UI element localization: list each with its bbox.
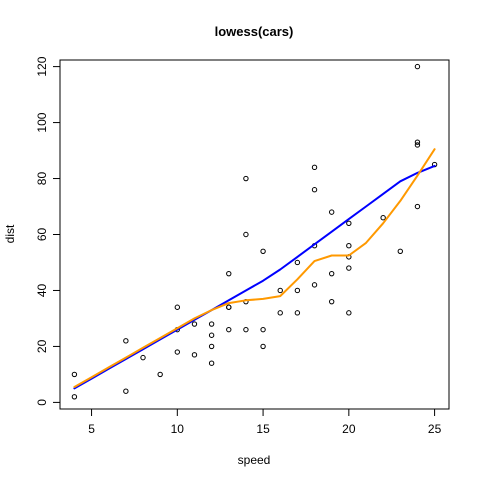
data-point (346, 220, 352, 227)
data-point (208, 360, 215, 366)
data-point (260, 343, 266, 350)
data-point (414, 203, 421, 210)
data-point (208, 343, 215, 350)
data-point (346, 242, 352, 249)
x-axis-label: speed (238, 453, 271, 467)
data-point (397, 248, 403, 254)
y-tick-label: 40 (35, 283, 49, 297)
data-point (157, 371, 163, 378)
scatter-points (71, 63, 438, 400)
data-point (346, 310, 352, 316)
data-point (71, 394, 78, 400)
data-point (71, 371, 78, 378)
y-tick-label: 100 (35, 112, 49, 132)
data-point (294, 259, 301, 266)
series-line-2 (73, 148, 436, 388)
data-point (414, 63, 421, 70)
data-point (311, 164, 318, 171)
series-line-1 (73, 164, 436, 390)
plot-frame (59, 59, 450, 410)
data-point (277, 310, 283, 316)
data-point (174, 304, 181, 310)
data-point (294, 310, 301, 316)
data-point (328, 270, 335, 277)
lowess-lines (73, 148, 436, 390)
data-point (311, 187, 318, 193)
data-point (174, 349, 181, 355)
y-axis: 0 20 40 60 80 100 120 (35, 56, 60, 406)
x-axis: 5 10 15 20 25 (88, 409, 442, 436)
data-point (260, 326, 266, 333)
data-point (346, 265, 352, 271)
data-point (328, 209, 335, 215)
y-axis-label: dist (3, 224, 17, 243)
data-point (328, 298, 335, 305)
x-tick-label: 5 (88, 422, 95, 436)
data-point (260, 248, 266, 254)
data-point (294, 287, 301, 294)
y-tick-label: 20 (35, 339, 49, 353)
y-tick-label: 120 (35, 56, 49, 76)
data-point (277, 287, 283, 294)
data-point (208, 321, 215, 327)
data-point (191, 321, 198, 327)
x-tick-label: 20 (342, 422, 356, 436)
data-point (414, 142, 421, 148)
chart-title: lowess(cars) (215, 24, 294, 39)
x-tick-label: 10 (171, 422, 185, 436)
data-point (226, 326, 232, 333)
data-point (243, 326, 249, 333)
data-point (208, 332, 215, 338)
data-point (226, 304, 232, 310)
data-point (191, 352, 198, 358)
data-point (414, 139, 421, 145)
data-point (243, 175, 249, 182)
x-tick-label: 15 (256, 422, 270, 436)
data-point (140, 354, 146, 361)
y-tick-label: 0 (35, 399, 49, 406)
data-point (123, 388, 129, 394)
x-tick-label: 25 (428, 422, 442, 436)
y-tick-label: 80 (35, 172, 49, 186)
data-point (243, 231, 249, 238)
y-tick-label: 60 (35, 228, 49, 242)
data-point (311, 282, 318, 288)
data-point (123, 338, 129, 344)
data-point (380, 215, 386, 221)
data-point (226, 270, 232, 277)
